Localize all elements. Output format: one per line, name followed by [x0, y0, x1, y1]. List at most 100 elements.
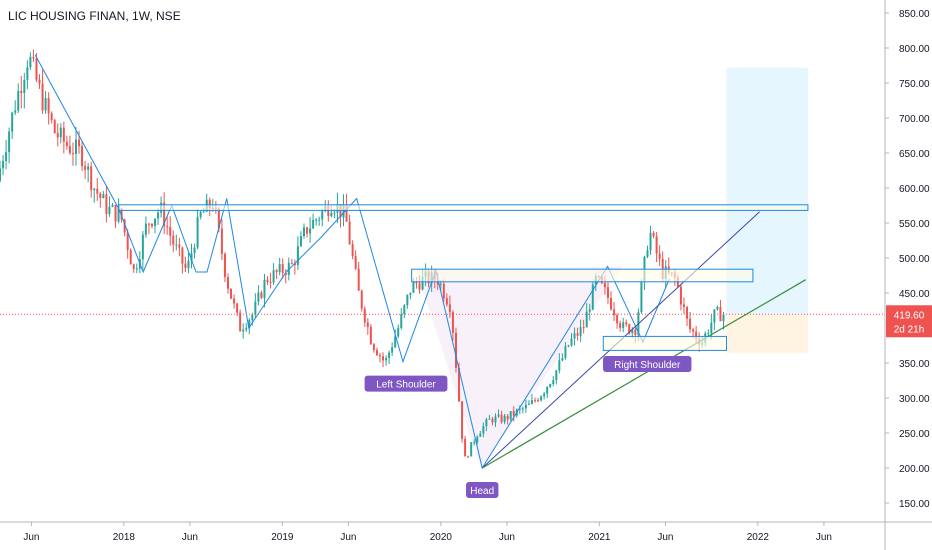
- candle-body: [689, 318, 692, 330]
- right-shoulder-label: Right Shoulder: [614, 360, 681, 371]
- x-tick-label: 2020: [430, 532, 453, 543]
- x-tick-label: Jun: [816, 532, 832, 543]
- countdown-label: 2d 21h: [894, 324, 925, 335]
- candle-body: [348, 221, 351, 245]
- candle-body: [421, 276, 424, 290]
- candle-body: [409, 292, 412, 295]
- candle-body: [692, 329, 695, 332]
- candle-body: [269, 281, 272, 283]
- candle-body: [141, 234, 144, 260]
- candle-body: [123, 219, 126, 233]
- y-tick-label: 800.00: [899, 44, 930, 55]
- candle-body: [579, 327, 582, 336]
- candle-body: [655, 236, 658, 254]
- candle-body: [366, 322, 369, 327]
- x-tick-label: Jun: [182, 532, 198, 543]
- candle-body: [470, 442, 473, 457]
- candle-body: [591, 284, 594, 310]
- candle-body: [2, 161, 5, 169]
- candle-body: [266, 279, 269, 282]
- candle-body: [290, 262, 293, 264]
- candle-body: [50, 113, 53, 121]
- candle-body: [71, 153, 74, 155]
- candle-body: [217, 209, 220, 229]
- candle-body: [120, 208, 123, 220]
- candle-body: [388, 352, 391, 358]
- candle-body: [272, 270, 275, 283]
- left-shoulder-label: Left Shoulder: [376, 380, 436, 391]
- candle-body: [190, 253, 193, 261]
- candle-body: [84, 166, 87, 170]
- candle-body: [540, 396, 543, 401]
- candle-body: [8, 131, 11, 153]
- candle-body: [360, 290, 363, 309]
- candle-body: [686, 307, 689, 319]
- support-box: [602, 335, 727, 351]
- candle-body: [570, 338, 573, 346]
- candle-body: [318, 219, 321, 221]
- x-tick-label: 2018: [113, 532, 136, 543]
- candle-body: [172, 235, 175, 245]
- candle-body: [375, 350, 378, 356]
- candle-body: [512, 411, 515, 416]
- candle-body: [257, 292, 260, 302]
- candle-body: [302, 227, 305, 237]
- candle-body: [53, 120, 56, 134]
- y-tick-label: 850.00: [899, 9, 930, 20]
- candle-body: [236, 303, 239, 313]
- candle-body: [220, 228, 223, 254]
- candle-body: [482, 426, 485, 434]
- y-tick-label: 450.00: [899, 289, 930, 300]
- candle-body: [345, 204, 348, 222]
- candle-body: [90, 166, 93, 191]
- stop-zone: [726, 314, 808, 354]
- candle-body: [330, 212, 333, 217]
- candle-body: [65, 141, 68, 146]
- candle-body: [369, 326, 372, 345]
- candle-body: [199, 211, 202, 218]
- candle-body: [35, 58, 38, 80]
- candle-body: [382, 356, 385, 361]
- last-price-badge: [886, 305, 932, 338]
- y-tick-label: 650.00: [899, 149, 930, 160]
- candle-body: [114, 205, 117, 222]
- candle-body: [509, 411, 512, 420]
- candle-body: [606, 287, 609, 298]
- candle-body: [527, 403, 530, 405]
- candle-body: [561, 357, 564, 361]
- candle-body: [622, 322, 625, 328]
- candle-body: [147, 223, 150, 225]
- candle-body: [415, 281, 418, 284]
- candle-body: [14, 110, 17, 113]
- candle-body: [299, 236, 302, 247]
- candle-body: [619, 323, 622, 328]
- candle-body: [461, 401, 464, 439]
- candle-body: [372, 344, 375, 351]
- candle-body: [518, 408, 521, 410]
- candle-body: [251, 314, 254, 321]
- candle-body: [263, 279, 266, 298]
- candle-body: [537, 400, 540, 402]
- candle-body: [552, 380, 555, 384]
- candle-body: [129, 250, 132, 265]
- candle-body: [363, 308, 366, 323]
- candle-body: [567, 345, 570, 347]
- candle-body: [293, 263, 296, 266]
- candle-body: [108, 206, 111, 215]
- candle-body: [631, 329, 634, 334]
- y-tick-label: 700.00: [899, 114, 930, 125]
- candle-body: [634, 329, 637, 335]
- candle-body: [628, 324, 631, 334]
- candle-body: [11, 112, 14, 132]
- last-price-label: 419.60: [894, 310, 925, 321]
- candle-body: [5, 152, 8, 162]
- candle-body: [400, 314, 403, 328]
- candle-body: [378, 355, 381, 357]
- candle-body: [603, 283, 606, 288]
- candle-body: [333, 212, 336, 214]
- candle-body: [451, 312, 454, 333]
- candle-body: [187, 260, 190, 269]
- candle-body: [394, 336, 397, 348]
- candle-body: [442, 283, 445, 299]
